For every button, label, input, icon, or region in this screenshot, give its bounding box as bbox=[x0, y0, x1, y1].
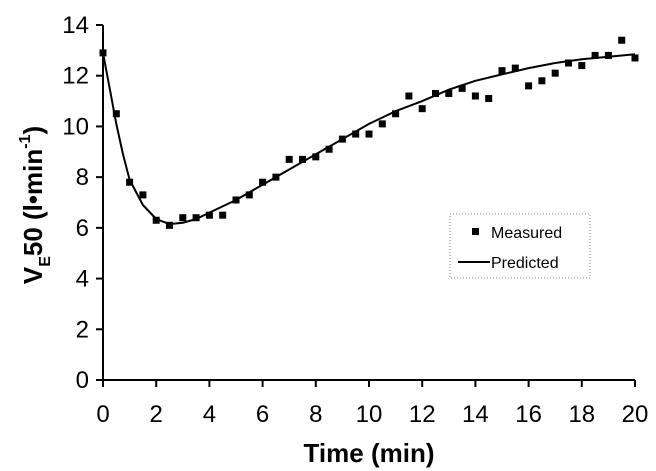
measured-point bbox=[591, 51, 599, 59]
y-tick-label: 14 bbox=[62, 12, 89, 39]
measured-point bbox=[485, 95, 493, 103]
measured-point bbox=[259, 178, 267, 186]
measured-point bbox=[152, 216, 160, 224]
y-axis-title-after-sub: 50 (l•min bbox=[18, 149, 48, 256]
x-tick-label: 6 bbox=[256, 401, 269, 428]
y-axis-title: VE50 (l•min-1) bbox=[17, 126, 54, 284]
measured-point bbox=[352, 130, 360, 138]
measured-point bbox=[365, 130, 373, 138]
measured-point bbox=[166, 221, 173, 229]
measured-point bbox=[525, 82, 533, 90]
x-tick-label: 4 bbox=[203, 401, 216, 428]
y-tick-label: 10 bbox=[62, 113, 89, 140]
measured-point bbox=[325, 145, 333, 153]
measured-point bbox=[538, 77, 546, 85]
x-tick-label: 0 bbox=[96, 401, 109, 428]
measured-point bbox=[338, 135, 346, 143]
y-axis-title-superscript: -1 bbox=[17, 134, 34, 148]
measured-point bbox=[312, 153, 320, 161]
y-ticks: 0 2 4 6 8 10 12 14 bbox=[62, 12, 103, 394]
y-axis-title-subscript: E bbox=[37, 256, 54, 267]
y-tick-label: 8 bbox=[76, 164, 89, 191]
y-axis-title-group: VE50 (l•min-1) bbox=[17, 126, 54, 284]
measured-point bbox=[192, 214, 200, 222]
measured-point bbox=[432, 89, 439, 97]
legend-measured-label: Measured bbox=[491, 225, 562, 242]
measured-point bbox=[618, 36, 626, 44]
y-tick-label: 12 bbox=[62, 63, 89, 90]
measured-point bbox=[205, 211, 213, 219]
x-tick-label: 20 bbox=[622, 401, 649, 428]
measured-point bbox=[445, 89, 453, 97]
y-tick-label: 0 bbox=[76, 367, 89, 394]
x-tick-label: 2 bbox=[150, 401, 163, 428]
measured-point bbox=[179, 214, 187, 222]
measured-point bbox=[112, 110, 120, 118]
x-axis-title: Time (min) bbox=[304, 438, 435, 468]
measured-point bbox=[299, 155, 306, 163]
legend: Measured Predicted bbox=[449, 213, 591, 279]
measured-point bbox=[245, 191, 253, 199]
measured-point bbox=[631, 54, 639, 62]
measured-point bbox=[565, 59, 572, 67]
predicted-line bbox=[102, 52, 636, 226]
measured-point bbox=[551, 69, 559, 77]
measured-point bbox=[139, 191, 147, 199]
measured-point bbox=[458, 84, 466, 92]
measured-point bbox=[219, 211, 227, 219]
legend-measured-marker bbox=[472, 228, 479, 235]
measured-point bbox=[378, 120, 386, 128]
measured-point bbox=[578, 62, 586, 70]
measured-point bbox=[511, 64, 519, 72]
measured-point bbox=[232, 196, 240, 204]
measured-point bbox=[99, 49, 107, 57]
x-ticks: 0 2 4 6 8 10 12 14 16 18 20 bbox=[96, 380, 648, 428]
x-tick-label: 16 bbox=[515, 401, 542, 428]
x-tick-label: 10 bbox=[356, 401, 383, 428]
measured-series bbox=[99, 36, 639, 229]
measured-point bbox=[418, 105, 426, 113]
x-tick-label: 18 bbox=[568, 401, 595, 428]
measured-point bbox=[471, 92, 479, 100]
y-axis-title-close: ) bbox=[18, 126, 48, 135]
y-tick-label: 2 bbox=[76, 316, 89, 343]
x-tick-label: 12 bbox=[409, 401, 436, 428]
measured-point bbox=[126, 178, 134, 186]
measured-point bbox=[498, 67, 506, 75]
y-axis-title-main: V bbox=[18, 266, 48, 284]
measured-point bbox=[604, 51, 612, 59]
predicted-series bbox=[102, 52, 636, 226]
y-tick-label: 4 bbox=[76, 266, 89, 293]
measured-point bbox=[392, 110, 400, 118]
x-tick-label: 8 bbox=[309, 401, 322, 428]
x-tick-label: 14 bbox=[462, 401, 489, 428]
measured-point bbox=[272, 173, 280, 181]
measured-point bbox=[405, 92, 413, 100]
legend-box bbox=[449, 213, 591, 279]
legend-predicted-label: Predicted bbox=[491, 255, 559, 272]
measured-point bbox=[285, 155, 293, 163]
y-tick-label: 6 bbox=[76, 215, 89, 242]
